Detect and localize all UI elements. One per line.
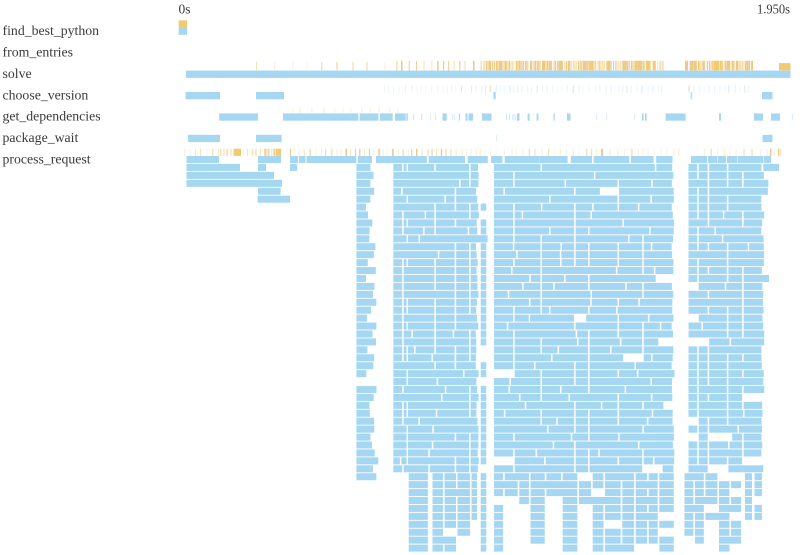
svg-text:process_request: process_request	[3, 152, 91, 167]
svg-text:0s: 0s	[179, 2, 191, 17]
svg-text:get_dependencies: get_dependencies	[3, 109, 101, 124]
svg-text:1.950s: 1.950s	[757, 2, 790, 17]
svg-text:package_wait: package_wait	[3, 130, 79, 145]
svg-text:solve: solve	[3, 66, 32, 81]
svg-text:choose_version: choose_version	[3, 87, 89, 102]
svg-text:find_best_python: find_best_python	[3, 23, 100, 38]
svg-text:from_entries: from_entries	[3, 45, 74, 60]
